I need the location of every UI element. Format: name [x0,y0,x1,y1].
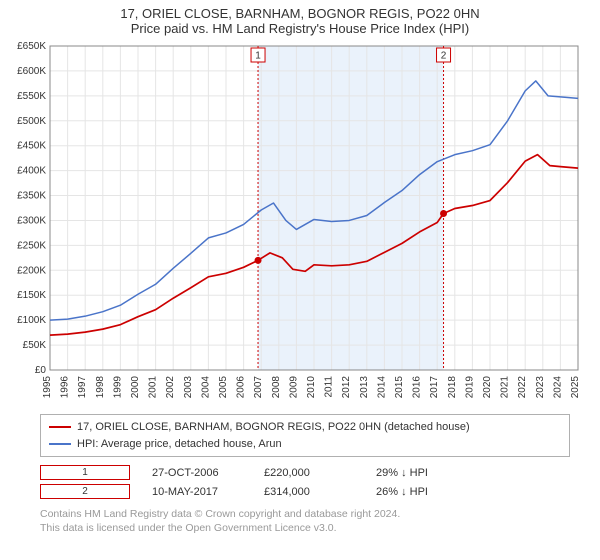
svg-text:£450K: £450K [17,141,46,152]
marker-price: £220,000 [264,467,354,479]
svg-text:£50K: £50K [23,340,47,351]
marker-date: 27-OCT-2006 [152,467,242,479]
svg-text:1996: 1996 [60,376,71,399]
svg-text:2023: 2023 [535,376,546,399]
svg-text:£350K: £350K [17,191,46,202]
marker-price: £314,000 [264,486,354,498]
legend-swatch [49,426,71,428]
marker-row: 2 10-MAY-2017 £314,000 26% ↓ HPI [40,482,570,501]
svg-text:£600K: £600K [17,66,46,77]
legend-label: HPI: Average price, detached house, Arun [77,436,282,453]
copyright-line: This data is licensed under the Open Gov… [40,521,570,535]
svg-text:2021: 2021 [500,376,511,399]
svg-text:2010: 2010 [306,376,317,399]
svg-text:£550K: £550K [17,91,46,102]
svg-text:2012: 2012 [341,376,352,399]
svg-text:£500K: £500K [17,116,46,127]
marker-date: 10-MAY-2017 [152,486,242,498]
svg-text:2002: 2002 [165,376,176,399]
copyright: Contains HM Land Registry data © Crown c… [40,507,570,535]
page-title: 17, ORIEL CLOSE, BARNHAM, BOGNOR REGIS, … [10,6,590,21]
svg-text:1997: 1997 [77,376,88,399]
legend-label: 17, ORIEL CLOSE, BARNHAM, BOGNOR REGIS, … [77,419,470,436]
svg-text:1995: 1995 [42,376,53,399]
svg-text:2006: 2006 [236,376,247,399]
svg-text:£250K: £250K [17,240,46,251]
legend-row: 17, ORIEL CLOSE, BARNHAM, BOGNOR REGIS, … [49,419,561,436]
svg-text:1: 1 [255,51,261,62]
marker-table: 1 27-OCT-2006 £220,000 29% ↓ HPI 2 10-MAY-201… [40,463,570,501]
svg-text:2001: 2001 [148,376,159,399]
svg-text:2020: 2020 [482,376,493,399]
svg-text:1999: 1999 [112,376,123,399]
svg-text:2019: 2019 [464,376,475,399]
svg-text:2007: 2007 [253,376,264,399]
page-subtitle: Price paid vs. HM Land Registry's House … [10,21,590,36]
marker-delta: 29% ↓ HPI [376,467,466,479]
svg-text:2022: 2022 [517,376,528,399]
svg-text:2005: 2005 [218,376,229,399]
svg-text:£100K: £100K [17,315,46,326]
svg-text:2025: 2025 [570,376,581,399]
marker-row: 1 27-OCT-2006 £220,000 29% ↓ HPI [40,463,570,482]
svg-text:2018: 2018 [447,376,458,399]
svg-text:£150K: £150K [17,290,46,301]
svg-text:2014: 2014 [376,376,387,399]
marker-badge: 2 [40,484,130,499]
svg-text:2003: 2003 [183,376,194,399]
legend: 17, ORIEL CLOSE, BARNHAM, BOGNOR REGIS, … [40,414,570,457]
price-chart: £0 £50K £100K £150K £200K £250K £300K £350K £400… [6,40,586,410]
svg-text:£200K: £200K [17,265,46,276]
svg-text:2015: 2015 [394,376,405,399]
svg-text:£300K: £300K [17,215,46,226]
svg-text:£400K: £400K [17,166,46,177]
svg-text:2017: 2017 [429,376,440,399]
svg-text:£0: £0 [35,365,47,376]
svg-text:1998: 1998 [95,376,106,399]
svg-text:2000: 2000 [130,376,141,399]
legend-swatch [49,443,71,445]
svg-text:2004: 2004 [200,376,211,399]
svg-text:£650K: £650K [17,41,46,52]
svg-text:2013: 2013 [359,376,370,399]
svg-text:2: 2 [441,51,447,62]
svg-text:2008: 2008 [271,376,282,399]
legend-row: HPI: Average price, detached house, Arun [49,436,561,453]
marker-badge: 1 [40,465,130,480]
svg-text:2024: 2024 [552,376,563,399]
svg-text:2011: 2011 [324,376,335,398]
svg-text:2016: 2016 [412,376,423,399]
copyright-line: Contains HM Land Registry data © Crown c… [40,507,570,521]
marker-delta: 26% ↓ HPI [376,486,466,498]
svg-text:2009: 2009 [288,376,299,399]
